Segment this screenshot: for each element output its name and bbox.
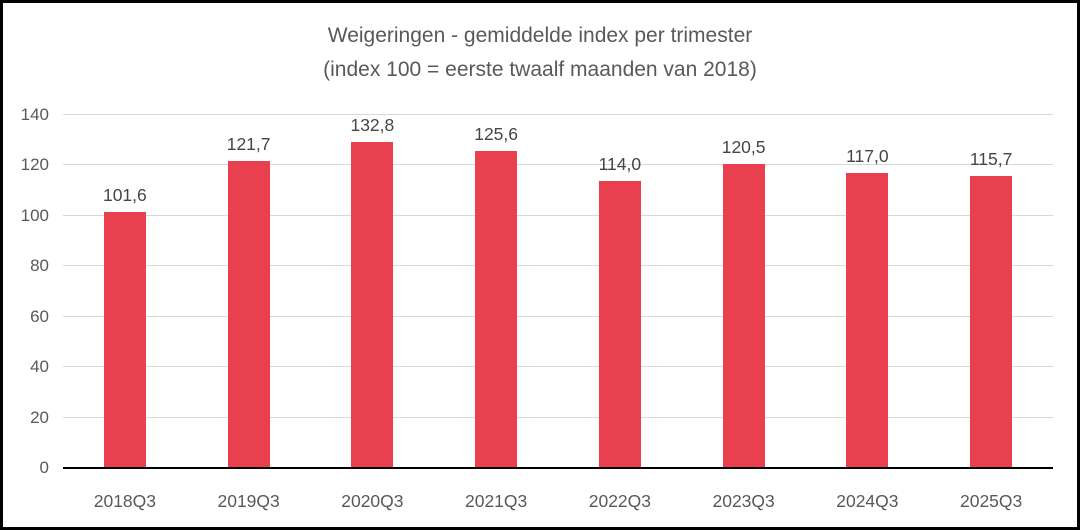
bar-value-label: 114,0: [598, 153, 642, 174]
x-axis-tick-label: 2018Q3: [93, 491, 157, 511]
x-axis-baseline: [63, 467, 1053, 469]
gridline: [63, 114, 1053, 115]
gridline: [63, 164, 1053, 166]
bar: [475, 151, 518, 468]
bar: [722, 164, 765, 468]
x-axis-tick-label: 2023Q3: [712, 491, 775, 511]
chart-title: Weigeringen - gemiddelde index per trime…: [327, 24, 753, 47]
bar-slot: 115,7: [929, 115, 1053, 468]
bar: [970, 176, 1013, 468]
x-axis-tick-label: 2021Q3: [464, 491, 528, 511]
x-axis-tick-label: 2025Q3: [959, 491, 1023, 511]
gridline: [63, 416, 1053, 418]
bar-value-label: 101,6: [102, 184, 147, 205]
y-axis-tick-label: 80: [30, 256, 49, 276]
chart-title-block: Weigeringen - gemiddelde index per trime…: [3, 19, 1077, 87]
bar-slot: 120,5: [682, 115, 806, 468]
x-axis-tick-label: 2022Q3: [588, 491, 652, 511]
gridline: [63, 315, 1053, 317]
bar-value-label: 115,7: [969, 149, 1013, 170]
y-axis-tick-label: 40: [30, 357, 49, 377]
y-axis-tick-label: 120: [20, 155, 49, 175]
bar: [351, 142, 394, 468]
bar-slot: 132,8: [311, 115, 435, 468]
bar-slot: 125,6: [434, 115, 558, 468]
y-axis-tick-label: 0: [39, 458, 49, 477]
y-axis-tick-label: 60: [30, 306, 49, 326]
bars-row: 101,6 121,7 132,8 125,6 114,0 120,5 117,0 115,7: [63, 115, 1053, 468]
bar-slot: 101,6: [63, 115, 187, 468]
x-axis-tick-label: 2024Q3: [836, 491, 899, 511]
bar-value-label: 132,8: [350, 115, 395, 135]
bar: [227, 161, 270, 468]
bar-slot: 117,0: [806, 115, 930, 468]
gridline: [63, 265, 1053, 267]
y-axis-tick-label: 20: [30, 407, 49, 427]
x-axis-labels: 2018Q3 2019Q3 2020Q3 2021Q3 2022Q3 2023Q3 2024…: [63, 491, 1053, 513]
bar-value-label: 117,0: [846, 146, 889, 166]
bar-value-label: 120,5: [721, 137, 766, 158]
bar-slot: 114,0: [558, 115, 682, 468]
plot-area: 0 20 40 60 80 100 120 140 101,6 121,7 132,8 125,6 1…: [21, 105, 1053, 477]
x-axis-tick-label: 2019Q3: [217, 491, 280, 511]
bar: [598, 180, 641, 468]
bar-value-label: 121,7: [226, 134, 271, 155]
gridline: [63, 366, 1053, 368]
bar: [846, 173, 889, 468]
gridline: [63, 214, 1053, 216]
x-axis-tick-label: 2020Q3: [341, 491, 404, 511]
bar: [103, 211, 146, 468]
bar-slot: 121,7: [187, 115, 311, 468]
y-axis-tick-label: 140: [20, 105, 49, 124]
chart-subtitle: (index 100 = eerste twaalf maanden van 2…: [323, 58, 757, 81]
y-axis-tick-label: 100: [20, 205, 49, 225]
bar-value-label: 125,6: [474, 124, 519, 145]
